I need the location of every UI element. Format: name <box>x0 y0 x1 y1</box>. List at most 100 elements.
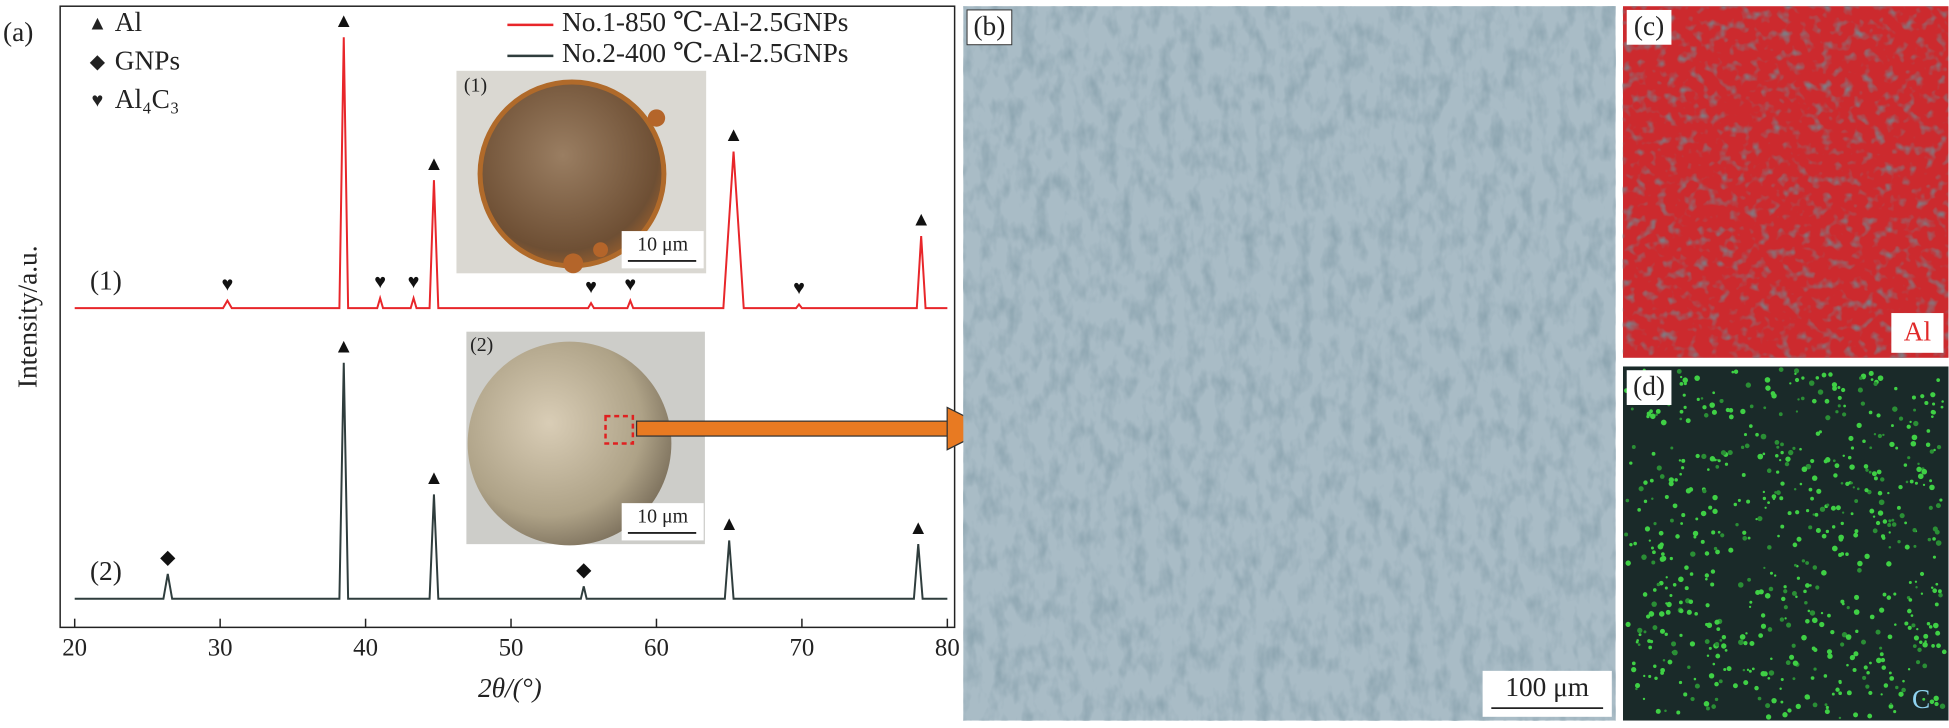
c-dot <box>1747 536 1751 540</box>
c-dot <box>1922 663 1928 669</box>
c-dot <box>1652 550 1656 555</box>
c-dot <box>1838 716 1842 720</box>
c-dot <box>1650 413 1656 420</box>
phase-label: Al <box>115 7 143 37</box>
c-dot <box>1854 499 1859 503</box>
c-dot <box>1764 593 1771 599</box>
region-box <box>604 414 635 445</box>
c-dot <box>1815 585 1820 590</box>
c-dot <box>1871 471 1877 477</box>
peak-marker: ♥ <box>585 276 597 298</box>
c-dot <box>1779 687 1782 690</box>
c-dot <box>1700 397 1704 400</box>
c-dot <box>1732 683 1738 689</box>
c-dot <box>1662 557 1666 561</box>
c-dot <box>1819 506 1826 512</box>
sem-texture <box>963 6 1616 721</box>
c-dot <box>1840 481 1844 485</box>
c-dot <box>1850 512 1854 516</box>
c-dot <box>1841 632 1848 638</box>
series-tag: (1) <box>90 266 122 296</box>
series-tag: (2) <box>90 556 122 586</box>
c-dot <box>1728 408 1734 413</box>
c-dot <box>1747 577 1751 582</box>
c-dot <box>1833 473 1838 478</box>
legend-label: No.1-850 ℃-Al-2.5GNPs <box>562 7 848 37</box>
c-dot <box>1842 412 1847 417</box>
c-dot <box>1913 544 1917 548</box>
c-dot <box>1825 415 1831 421</box>
c-dot <box>1899 513 1905 519</box>
c-dot <box>1780 524 1785 529</box>
c-dot <box>1819 621 1825 628</box>
c-dot <box>1715 653 1721 659</box>
c-dot <box>1936 378 1941 382</box>
c-dot <box>1860 401 1866 406</box>
c-dot <box>1929 699 1935 705</box>
c-dot <box>1670 446 1674 450</box>
c-dot <box>1679 633 1683 637</box>
c-dot <box>1721 643 1727 649</box>
c-dot <box>1717 530 1721 534</box>
c-dot <box>1813 667 1817 671</box>
c-dot <box>1828 372 1833 377</box>
c-dot <box>1778 412 1783 417</box>
c-dot <box>1784 461 1790 467</box>
c-dot <box>1687 665 1691 669</box>
c-dot <box>1702 405 1707 410</box>
c-dot <box>1857 387 1863 393</box>
y-axis-label: Intensity/a.u. <box>13 245 43 388</box>
map-c <box>1622 366 1949 721</box>
c-dot <box>1873 476 1878 481</box>
arrow-shaft <box>635 420 951 437</box>
c-dot <box>1930 409 1936 415</box>
c-dot <box>1924 400 1929 406</box>
c-dot <box>1774 440 1780 445</box>
c-dot <box>1633 541 1637 546</box>
c-dot <box>1645 614 1651 619</box>
c-dot <box>1685 418 1691 424</box>
c-dot <box>1648 645 1653 650</box>
c-dot <box>1651 601 1657 607</box>
c-dot <box>1794 377 1800 383</box>
c-dot <box>1891 522 1897 527</box>
c-dot <box>1811 617 1818 624</box>
c-dot <box>1831 382 1838 388</box>
c-dot <box>1814 512 1819 517</box>
c-dot <box>1676 710 1681 715</box>
c-dot <box>1706 622 1713 629</box>
c-dot <box>1795 410 1799 413</box>
c-dot <box>1723 667 1727 672</box>
plot-frame <box>59 5 956 629</box>
c-dot <box>1876 469 1882 475</box>
c-dot <box>1909 479 1914 484</box>
c-dot <box>1868 410 1873 415</box>
c-dot <box>1857 568 1862 573</box>
c-dot <box>1933 448 1936 452</box>
c-dot <box>1812 702 1818 708</box>
c-dot <box>1742 668 1746 672</box>
c-dot <box>1880 657 1886 663</box>
c-dot <box>1841 511 1845 514</box>
c-dot <box>1872 515 1876 518</box>
c-dot <box>1804 601 1808 605</box>
c-dot <box>1921 468 1928 475</box>
c-dot <box>1755 518 1758 521</box>
c-dot <box>1675 534 1680 539</box>
c-dot <box>1762 496 1767 501</box>
c-dot <box>1631 445 1636 449</box>
c-dot <box>1838 534 1844 541</box>
c-dot <box>1679 381 1684 386</box>
c-dot <box>1768 586 1774 592</box>
c-dot <box>1932 526 1938 532</box>
c-dot <box>1801 634 1807 641</box>
c-dot <box>1708 505 1713 510</box>
c-dot <box>1850 654 1856 660</box>
c-dot <box>1649 478 1654 483</box>
c-dot <box>1783 585 1787 589</box>
c-dot <box>1830 629 1835 635</box>
c-dot <box>1888 703 1894 709</box>
x-axis-label: 2θ/(°) <box>478 673 542 703</box>
c-dot <box>1669 593 1673 597</box>
c-dot <box>1679 472 1682 476</box>
